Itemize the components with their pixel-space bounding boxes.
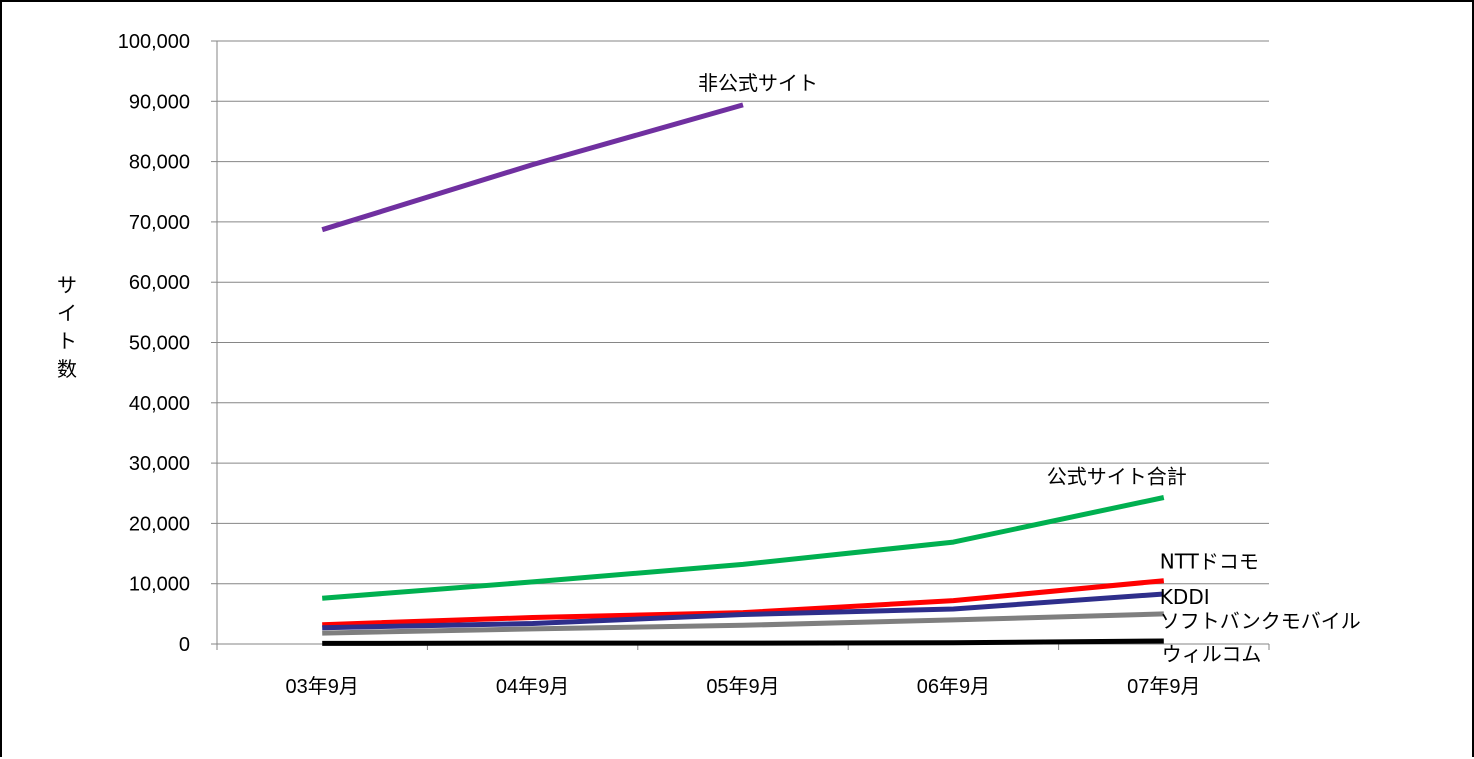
y-tick-label: 0 <box>179 634 190 656</box>
y-tick-label: 20,000 <box>129 513 190 535</box>
y-tick-label: 40,000 <box>129 393 190 415</box>
axes: 0 10,000 20,000 30,000 40,000 50,000 60,000 70,… <box>118 31 1270 698</box>
x-tick-label: 06年9月 <box>917 675 990 698</box>
y-tick-label: 90,000 <box>129 91 190 113</box>
y-tick-label: 30,000 <box>129 453 190 475</box>
x-tick-label: 07年9月 <box>1127 675 1200 698</box>
y-tick-label: 10,000 <box>129 574 190 596</box>
series-label: ウィルコム <box>1162 642 1262 666</box>
series-label: 非公式サイト <box>698 71 818 95</box>
series-label: KDDI <box>1160 585 1210 609</box>
series-label: ソフトバンクモバイル <box>1160 609 1361 633</box>
y-axis-title: サイト数 <box>57 273 77 381</box>
x-tick-label: 05年9月 <box>706 675 779 698</box>
y-tick-label: 80,000 <box>129 152 190 174</box>
grid-lines <box>217 40 1269 585</box>
y-tick-label: 70,000 <box>129 212 190 234</box>
series-label: 公式サイト合計 <box>1047 464 1187 488</box>
series-line <box>322 591 1164 631</box>
series-line <box>321 102 744 233</box>
x-tick-label: 04年9月 <box>496 675 569 698</box>
series-line <box>322 638 1164 646</box>
series-lines <box>321 102 1165 646</box>
series-line <box>322 495 1165 601</box>
y-tick-label: 60,000 <box>129 272 190 294</box>
y-tick-label: 50,000 <box>129 333 190 355</box>
series-label: NTTドコモ <box>1160 550 1259 574</box>
x-tick-label: 03年9月 <box>286 675 359 698</box>
y-tick-label: 100,000 <box>118 31 190 53</box>
series-line <box>322 611 1164 636</box>
